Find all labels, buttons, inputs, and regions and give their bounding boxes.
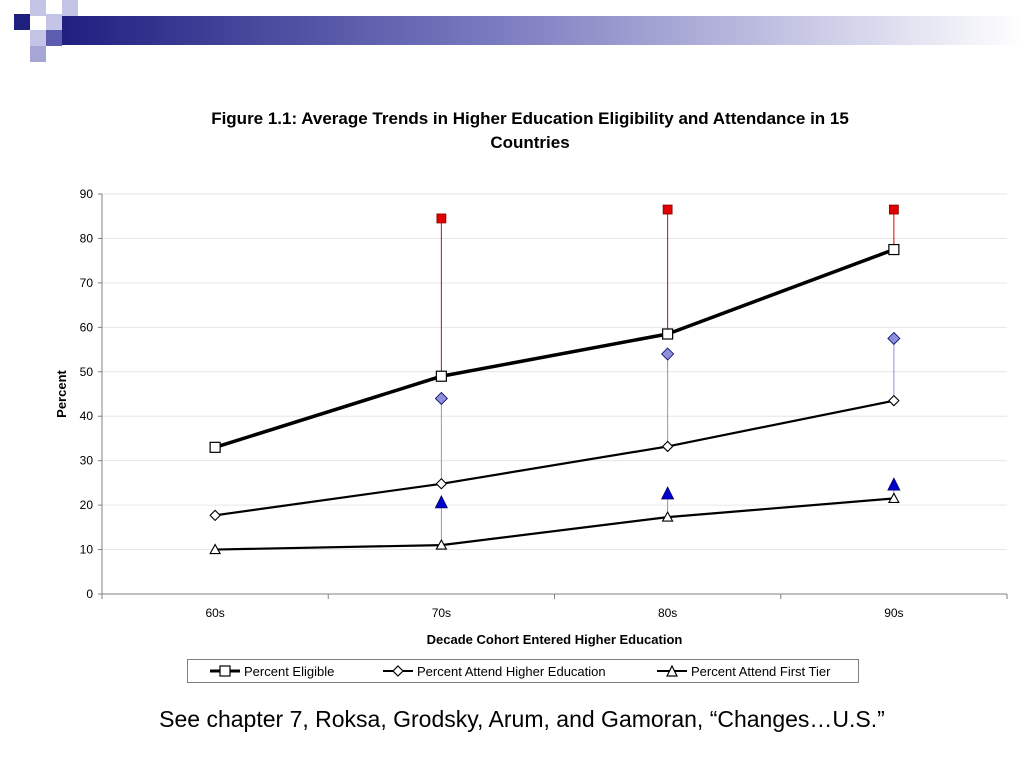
legend-item-eligible: Percent Eligible (210, 660, 334, 682)
y-tick-label: 10 (80, 543, 94, 557)
x-axis-title: Decade Cohort Entered Higher Education (427, 632, 683, 647)
data-point (661, 440, 674, 453)
y-tick-label: 70 (80, 276, 94, 290)
line-percent-attend-first-tier (215, 497, 894, 551)
data-point (435, 370, 447, 382)
red-square-point (888, 204, 899, 215)
legend-label: Percent Attend First Tier (691, 663, 831, 679)
line-chart: 0 10 20 30 40 50 60 70 80 90 60s 70s 80s 90s Decade Co… (54, 187, 1008, 647)
red-square-point (436, 213, 447, 224)
header-square-light (30, 46, 46, 62)
legend-item-attend-higher-ed: Percent Attend Higher Education (383, 660, 606, 682)
header-decoration (14, 0, 1024, 62)
legend-triangle-marker-icon (657, 665, 687, 677)
line-percent-eligible (214, 247, 895, 450)
y-tick-label: 40 (80, 409, 94, 423)
blue-diamond-point (434, 391, 448, 406)
data-point (209, 543, 222, 555)
y-tick-label: 0 (86, 587, 93, 601)
blue-diamond-point (887, 331, 901, 346)
y-tick-label: 50 (80, 365, 94, 379)
y-tick-label: 80 (80, 231, 94, 245)
x-tick-label: 80s (658, 606, 677, 620)
data-point (888, 394, 900, 407)
x-tick-label: 70s (432, 606, 451, 620)
blue-triangle-point (660, 486, 675, 500)
y-axis-title: Percent (54, 369, 69, 417)
red-square-point (662, 204, 673, 215)
chart-legend: Percent Eligible Percent Attend Higher E… (187, 659, 859, 683)
legend-label: Percent Attend Higher Education (417, 663, 606, 679)
legend-item-attend-first-tier: Percent Attend First Tier (657, 660, 830, 682)
data-point (209, 509, 221, 522)
data-point (887, 492, 900, 503)
y-tick-label: 60 (80, 320, 94, 334)
data-point (435, 477, 448, 490)
y-tick-label: 20 (80, 498, 94, 512)
slide-caption: See chapter 7, Roksa, Grodsky, Arum, and… (159, 706, 885, 732)
line-percent-attend-higher-ed (214, 399, 895, 517)
legend-square-marker-icon (210, 665, 240, 677)
data-point (662, 328, 674, 340)
y-tick-label: 30 (80, 454, 94, 468)
header-gradient-band (60, 16, 1024, 45)
header-square-mid (46, 14, 62, 30)
chart-title-line1: Figure 1.1: Average Trends in Higher Edu… (211, 109, 849, 128)
x-tick-label: 60s (205, 606, 224, 620)
legend-diamond-marker-icon (383, 665, 413, 677)
x-tick-label: 90s (884, 606, 903, 620)
header-square-mid (46, 30, 62, 46)
chart-title-line2: Countries (490, 133, 570, 152)
header-square-dark (14, 14, 30, 30)
chart-title: Figure 1.1: Average Trends in Higher Edu… (150, 107, 910, 155)
blue-triangle-point (434, 494, 449, 509)
y-tick-label: 90 (80, 187, 94, 201)
blue-diamond-point (661, 347, 675, 361)
data-point (435, 538, 448, 550)
data-point (209, 441, 221, 453)
header-square-light (30, 0, 46, 16)
legend-label: Percent Eligible (244, 663, 335, 679)
data-point (661, 510, 674, 522)
data-point (888, 243, 900, 256)
blue-triangle-point (887, 477, 901, 491)
header-square-light (62, 0, 78, 16)
header-square-mid (30, 30, 46, 46)
